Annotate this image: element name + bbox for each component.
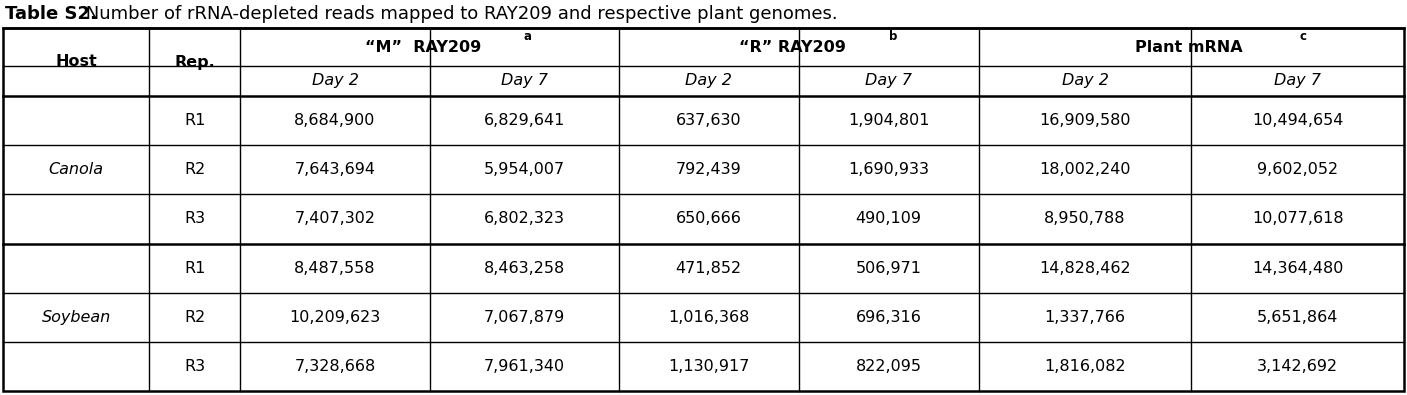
Text: 10,494,654: 10,494,654 (1252, 113, 1344, 128)
Text: Canola: Canola (49, 162, 104, 177)
Text: b: b (889, 30, 898, 43)
Text: “M”  RAY209: “M” RAY209 (364, 40, 487, 55)
Text: 1,337,766: 1,337,766 (1044, 310, 1126, 325)
Text: R1: R1 (184, 113, 205, 128)
Text: Day 7: Day 7 (501, 73, 547, 88)
Text: 1,130,917: 1,130,917 (668, 359, 750, 374)
Text: 7,067,879: 7,067,879 (484, 310, 564, 325)
Text: R3: R3 (184, 211, 205, 226)
Text: “R” RAY209: “R” RAY209 (740, 40, 853, 55)
Text: 637,630: 637,630 (675, 113, 741, 128)
Text: Host: Host (55, 55, 97, 70)
Text: 7,407,302: 7,407,302 (294, 211, 376, 226)
Text: 14,364,480: 14,364,480 (1252, 261, 1344, 276)
Text: Day 2: Day 2 (1062, 73, 1109, 88)
Text: 792,439: 792,439 (675, 162, 741, 177)
Text: Number of rRNA-depleted reads mapped to RAY209 and respective plant genomes.: Number of rRNA-depleted reads mapped to … (80, 5, 837, 23)
Text: 14,828,462: 14,828,462 (1040, 261, 1131, 276)
Text: R2: R2 (184, 310, 205, 325)
Text: 8,684,900: 8,684,900 (294, 113, 376, 128)
Text: 8,950,788: 8,950,788 (1044, 211, 1126, 226)
Text: 650,666: 650,666 (675, 211, 741, 226)
Text: 6,829,641: 6,829,641 (484, 113, 564, 128)
Text: 696,316: 696,316 (855, 310, 922, 325)
Text: Day 2: Day 2 (311, 73, 359, 88)
Text: 490,109: 490,109 (855, 211, 922, 226)
Text: 5,954,007: 5,954,007 (484, 162, 564, 177)
Text: 18,002,240: 18,002,240 (1040, 162, 1131, 177)
Text: 3,142,692: 3,142,692 (1256, 359, 1338, 374)
Text: 822,095: 822,095 (855, 359, 922, 374)
Text: 10,209,623: 10,209,623 (290, 310, 381, 325)
Text: Plant mRNA: Plant mRNA (1134, 40, 1242, 55)
Text: Rep.: Rep. (174, 55, 215, 70)
Text: c: c (1300, 30, 1307, 43)
Text: 7,328,668: 7,328,668 (294, 359, 376, 374)
Text: 8,487,558: 8,487,558 (294, 261, 376, 276)
Text: 16,909,580: 16,909,580 (1040, 113, 1131, 128)
Text: 7,961,340: 7,961,340 (484, 359, 564, 374)
Text: 1,816,082: 1,816,082 (1044, 359, 1126, 374)
Text: 10,077,618: 10,077,618 (1252, 211, 1344, 226)
Text: 1,016,368: 1,016,368 (668, 310, 750, 325)
Text: R2: R2 (184, 162, 205, 177)
Text: a: a (523, 30, 532, 43)
Text: Day 7: Day 7 (865, 73, 912, 88)
Text: Day 7: Day 7 (1275, 73, 1321, 88)
Text: R3: R3 (184, 359, 205, 374)
Text: R1: R1 (184, 261, 205, 276)
Text: 1,904,801: 1,904,801 (848, 113, 930, 128)
Text: 506,971: 506,971 (855, 261, 922, 276)
Text: 1,690,933: 1,690,933 (848, 162, 929, 177)
Text: 8,463,258: 8,463,258 (484, 261, 564, 276)
Text: 9,602,052: 9,602,052 (1256, 162, 1338, 177)
Text: Day 2: Day 2 (685, 73, 732, 88)
Text: Soybean: Soybean (41, 310, 111, 325)
Text: 5,651,864: 5,651,864 (1256, 310, 1338, 325)
Text: 6,802,323: 6,802,323 (484, 211, 564, 226)
Text: 7,643,694: 7,643,694 (294, 162, 376, 177)
Text: 471,852: 471,852 (675, 261, 741, 276)
Text: Table S2.: Table S2. (6, 5, 97, 23)
